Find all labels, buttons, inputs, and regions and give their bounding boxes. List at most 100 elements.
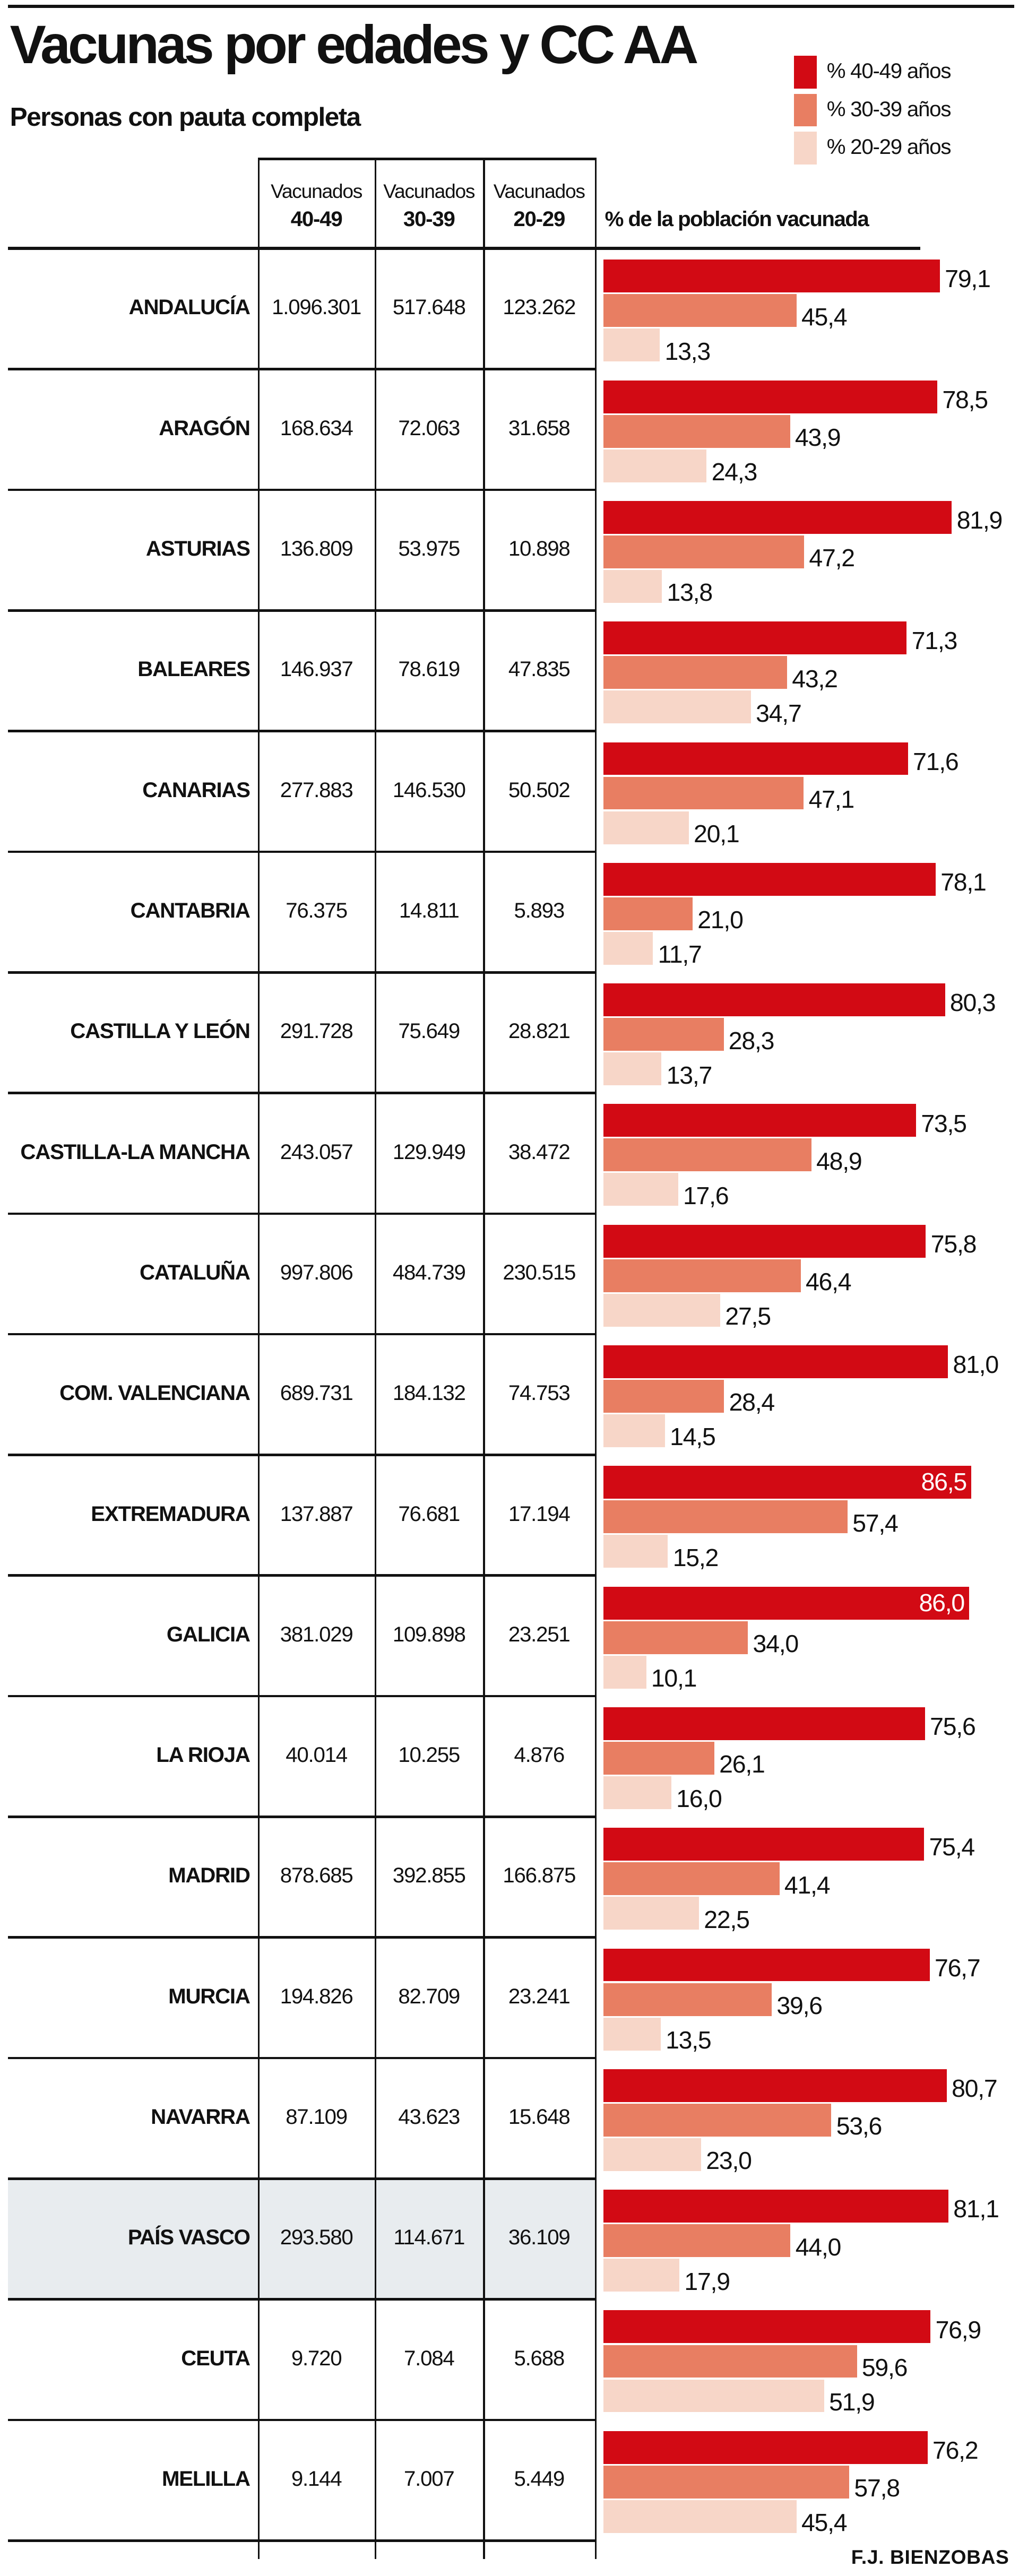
bar-40-49 [603, 1828, 925, 1861]
bar-value-label: 47,2 [809, 544, 855, 572]
column-header-top: Vacunados [493, 180, 585, 203]
bar-20-29 [603, 931, 653, 965]
bar-value-label: 81,9 [956, 506, 1003, 534]
bar-40-49 [603, 1104, 917, 1137]
column-divider [595, 158, 597, 2559]
bar-value-label: 14,5 [670, 1423, 716, 1451]
vaccinated-count: 146.530 [392, 777, 466, 802]
vaccinated-count: 53.975 [398, 537, 460, 561]
region-label: BALEARES [137, 657, 251, 681]
vaccinated-count: 31.658 [508, 416, 571, 440]
region-label: CANTABRIA [130, 898, 251, 923]
column-header-top: Vacunados [383, 180, 475, 203]
vaccinated-count: 184.132 [392, 1381, 466, 1405]
bar-value-label: 75,6 [930, 1713, 976, 1741]
bar-value-label: 75,4 [929, 1833, 975, 1861]
vaccinated-count: 114.671 [393, 2225, 465, 2250]
bar-value-label: 43,2 [792, 664, 838, 693]
row-divider [8, 1454, 595, 1456]
bar-30-39 [603, 535, 805, 568]
vaccinated-count: 10.255 [398, 1743, 460, 1767]
bar-30-39 [603, 1500, 848, 1534]
bar-value-label: 71,3 [911, 627, 958, 655]
region-label: CATALUÑA [140, 1260, 251, 1284]
bar-value-label: 80,3 [949, 989, 996, 1017]
row-divider [8, 609, 595, 612]
bar-value-label: 86,5 [921, 1468, 968, 1496]
vaccinated-count: 1.096.301 [272, 295, 361, 319]
bar-20-29 [603, 1293, 721, 1327]
bar-30-39 [603, 656, 787, 689]
vaccinated-count: 277.883 [280, 777, 353, 802]
region-label: ARAGÓN [159, 416, 251, 440]
bar-30-39 [603, 2103, 832, 2137]
vaccinated-count: 50.502 [508, 777, 571, 802]
vaccinated-count: 74.753 [508, 1381, 571, 1405]
vaccinated-count: 87.109 [286, 2105, 348, 2129]
vaccinated-count: 7.007 [403, 2466, 455, 2491]
region-label: PAÍS VASCO [127, 2225, 251, 2250]
vaccinated-count: 392.855 [392, 1863, 466, 1888]
bar-value-label: 23,0 [706, 2147, 752, 2175]
vaccinated-count: 166.875 [503, 1863, 576, 1888]
bar-30-39 [603, 1380, 724, 1413]
vaccinated-count: 168.634 [280, 416, 353, 440]
bar-value-label: 57,4 [852, 1509, 899, 1537]
bar-20-29 [603, 329, 660, 362]
bar-20-29 [603, 449, 707, 482]
vaccinated-count: 5.449 [514, 2466, 565, 2491]
region-label: LA RIOJA [156, 1743, 251, 1767]
header-bottom-rule [8, 246, 921, 250]
bar-value-label: 10,1 [651, 1664, 697, 1692]
bar-20-29 [603, 1414, 665, 1448]
column-header-bottom: 30-39 [403, 207, 455, 231]
vaccinated-count: 10.898 [508, 537, 571, 561]
region-label: GALICIA [166, 1622, 251, 1646]
bar-value-label: 13,8 [667, 578, 713, 607]
bar-20-29 [603, 1776, 671, 1809]
legend-swatch-40-49 [793, 56, 817, 89]
credit: F.J. BIENZOBAS [851, 2545, 1009, 2568]
vaccinated-count: 4.876 [514, 1743, 565, 1767]
bar-value-label: 39,6 [776, 1991, 823, 2019]
column-divider [375, 158, 377, 2559]
bar-value-label: 81,0 [953, 1351, 999, 1379]
bar-value-label: 43,9 [795, 423, 841, 452]
bar-value-label: 48,9 [816, 1147, 862, 1175]
bar-40-49 [603, 1224, 926, 1258]
bar-value-label: 76,2 [932, 2436, 979, 2464]
vaccinated-count: 291.728 [280, 1019, 353, 1043]
row-divider [8, 1695, 595, 1698]
vaccinated-count: 381.029 [280, 1622, 353, 1646]
bar-30-39 [603, 1983, 772, 2016]
region-label: CEUTA [181, 2346, 251, 2370]
vaccinated-count: 75.649 [398, 1019, 460, 1043]
row-divider [8, 1816, 595, 1818]
bar-value-label: 57,8 [854, 2474, 900, 2502]
vaccinated-count: 28.821 [508, 1019, 571, 1043]
column-divider [483, 158, 485, 2559]
bar-20-29 [603, 1655, 646, 1689]
vaccinated-count: 72.063 [398, 416, 460, 440]
bar-30-39 [603, 1259, 801, 1292]
row-divider [8, 971, 595, 974]
bar-40-49 [603, 2190, 948, 2223]
bar-value-label: 44,0 [795, 2233, 842, 2261]
vaccinated-count: 36.109 [508, 2225, 571, 2250]
bar-value-label: 17,9 [684, 2267, 730, 2295]
bar-40-49 [603, 260, 940, 293]
bar-40-49 [603, 380, 938, 413]
bar-value-label: 15,2 [672, 1543, 719, 1571]
region-label: ASTURIAS [145, 537, 251, 561]
bar-value-label: 73,5 [921, 1109, 967, 1137]
vaccinated-count: 136.809 [280, 537, 353, 561]
region-label: EXTREMADURA [91, 1501, 251, 1526]
vaccinated-count: 76.375 [286, 898, 348, 923]
bar-value-label: 46,4 [805, 1268, 852, 1296]
row-divider [8, 1936, 595, 1939]
row-divider [8, 1092, 595, 1094]
row-divider [8, 1212, 595, 1215]
bar-value-label: 41,4 [784, 1871, 831, 1899]
region-label: ANDALUCÍA [128, 295, 251, 319]
vaccinated-count: 15.648 [508, 2105, 571, 2129]
